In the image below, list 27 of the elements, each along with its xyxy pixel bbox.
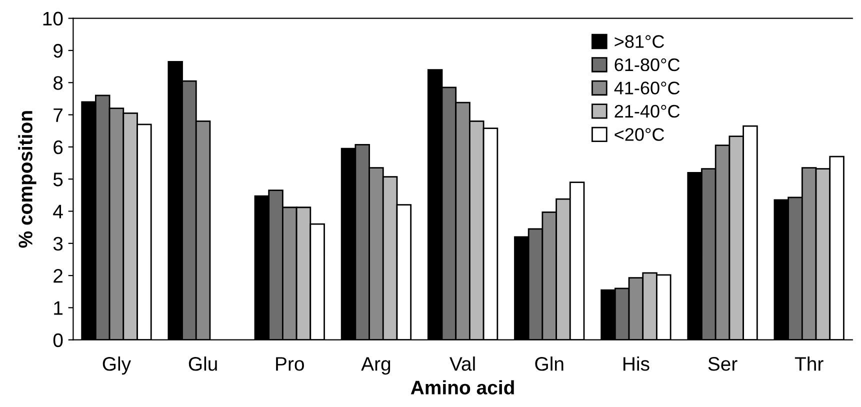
y-tick-label: 0 [53,333,63,348]
y-tick-label: 8 [53,76,63,90]
x-tick-label: Arg [361,357,390,375]
y-tick-label: 6 [54,140,63,154]
y-tick-label: 10 [43,12,63,26]
x-tick-label: Thr [794,356,824,371]
x-tick-label: Glu [188,356,217,371]
y-tick-label: 4 [53,204,63,218]
y-tick-label: 5 [53,172,63,186]
y-tick-label: 9 [54,44,63,58]
x-tick-label: Gln [535,356,564,371]
legend-label: >81°C [614,35,664,48]
y-tick-label: 3 [53,236,63,251]
x-tick-label: Gly [102,356,132,375]
legend-label: 21-40°C [614,104,680,118]
x-tick-label: Pro [276,357,304,371]
x-tick-label: His [623,356,650,371]
y-tick-label: 2 [54,269,62,283]
y-axis-title: % composition [18,111,36,248]
x-tick-label: Val [450,356,475,371]
legend-label: 41-60°C [614,82,680,94]
legend-label: <20°C [614,128,664,141]
x-tick-label: Ser [708,357,738,371]
y-tick-label: 7 [54,108,62,122]
x-axis-title: Amino acid [410,380,514,394]
y-tick-label: 1 [54,301,63,315]
legend-label: 61-80°C [614,58,680,72]
